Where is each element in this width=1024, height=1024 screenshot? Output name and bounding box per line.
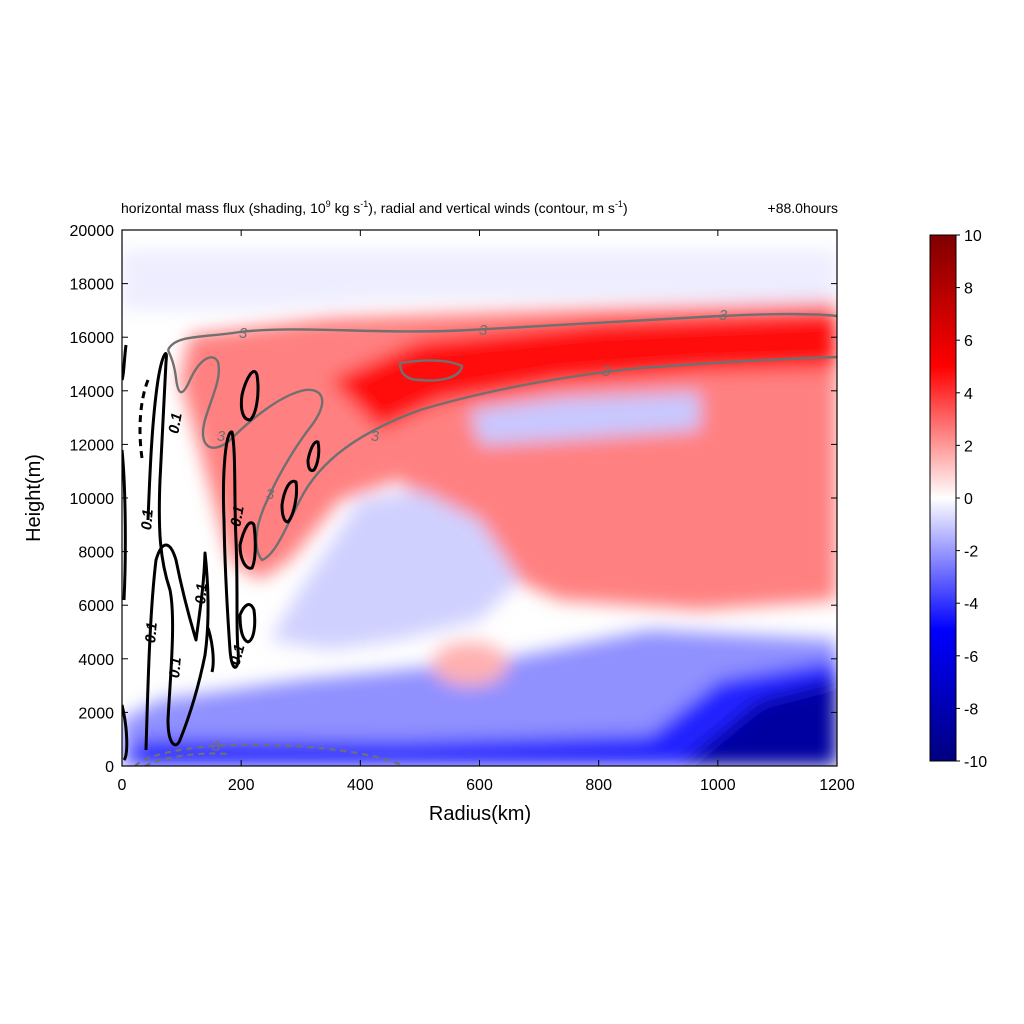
y-tick-label: 2000 [78, 705, 114, 722]
colorbar-ticks: 10 8 6 4 2 0 -2 -4 -6 -8 -10 [956, 228, 987, 771]
x-tick-label: 0 [118, 777, 127, 794]
radial-wind-contour-cell [398, 359, 464, 382]
plot-area [122, 230, 837, 766]
radial-contour-label: 3 [602, 363, 611, 380]
colorbar-tick-label: 2 [964, 438, 973, 455]
x-tick-label: 200 [228, 777, 255, 794]
vertical-wind-contour-band2 [221, 430, 240, 669]
vertical-wind-contour-inner-low [122, 449, 127, 601]
y-tick-label: 4000 [78, 652, 114, 669]
colorbar-tick-label: 6 [964, 333, 973, 350]
radial-wind-contours [166, 312, 837, 562]
vertical-wind-contours [122, 344, 321, 761]
vertical-contour-label: 0.1 [192, 582, 211, 604]
y-tick-label: 16000 [70, 330, 115, 347]
colorbar-tick-label: 10 [964, 228, 982, 245]
colorbar-tick-label: -4 [964, 596, 978, 613]
colorbar-tick-label: -2 [964, 544, 978, 561]
colorbar-tick-label: 4 [964, 386, 973, 403]
vertical-contour-label: 0.1 [138, 508, 157, 530]
vertical-wind-contour-cell4 [306, 440, 321, 472]
y-axis: 0 2000 4000 6000 8000 10000 12000 14000 16000 180… [70, 223, 837, 776]
x-tick-label: 600 [466, 777, 493, 794]
shading-upper-weak-inflow [122, 250, 837, 310]
radial-contour-label: 3 [266, 486, 275, 503]
y-tick-label: 14000 [70, 384, 115, 401]
radial-contour-label: 3 [217, 428, 226, 445]
time-label: +88.0hours [768, 200, 838, 216]
contour-labels: 3 3 3 3 3 3 3 3 0.1 0.1 0.1 0.1 0.1 0.1 … [138, 307, 728, 755]
radial-wind-contour-boundary-layer [134, 743, 406, 766]
y-tick-label: 0 [105, 759, 114, 776]
vertical-wind-contour-eyewall [144, 352, 210, 751]
shading-small-outflow-cell [432, 642, 508, 686]
x-tick-label: 1200 [819, 777, 855, 794]
y-tick-label: 8000 [78, 545, 114, 562]
x-axis: 0 200 400 600 800 1000 1200 [118, 230, 855, 794]
shading-field [122, 250, 837, 766]
vertical-wind-contour-band3 [206, 627, 215, 673]
colorbar-tick-label: 8 [964, 281, 973, 298]
x-tick-label: 800 [585, 777, 612, 794]
vertical-wind-contour-cell3 [280, 479, 298, 524]
vertical-wind-contours-negative [138, 379, 150, 459]
y-tick-label: 12000 [70, 437, 115, 454]
shading-boundary-layer-inflow [122, 660, 837, 766]
x-tick-label: 400 [347, 777, 374, 794]
vertical-wind-contour-cell1 [239, 370, 260, 422]
shading-upper-weak-inflow-strip [470, 392, 700, 445]
colorbar-tick-label: 0 [964, 491, 973, 508]
radial-contour-label: 3 [479, 322, 488, 339]
y-axis-label: Height(m) [23, 454, 45, 542]
radial-contour-label: 3 [239, 325, 248, 342]
vertical-wind-contour-inner-bottom [122, 704, 129, 761]
colorbar: 10 8 6 4 2 0 -2 -4 -6 -8 -10 [929, 228, 987, 771]
vertical-contour-label: 0.1 [227, 643, 249, 668]
vertical-contour-label: 0.1 [227, 504, 247, 527]
radial-wind-contour-top [166, 312, 837, 351]
colorbar-tick-label: -10 [964, 754, 987, 771]
shading-mid-inflow [270, 490, 520, 650]
radial-wind-contour-main [166, 349, 837, 562]
x-tick-label: 1000 [700, 777, 736, 794]
radial-contour-label: 3 [719, 307, 728, 324]
vertical-wind-contour-downdraft [138, 379, 150, 459]
radial-contour-label: 3 [371, 428, 380, 445]
vertical-contour-label: 0.1 [142, 621, 161, 643]
chart-title: horizontal mass flux (shading, 109 kg s-… [121, 199, 628, 216]
shading-upper-outflow [330, 312, 837, 430]
radial-wind-contour-boundary-layer-inner [144, 752, 231, 766]
shading-boundary-layer-core [680, 680, 837, 766]
vertical-wind-contour-cell2 [238, 521, 257, 570]
radial-wind-contours-negative [134, 743, 406, 766]
y-tick-label: 6000 [78, 598, 114, 615]
vertical-contour-label: 0.1 [166, 656, 185, 678]
y-tick-label: 18000 [70, 277, 115, 294]
y-tick-label: 20000 [70, 223, 115, 240]
y-tick-label: 10000 [70, 491, 115, 508]
x-axis-label: Radius(km) [429, 803, 531, 825]
vertical-wind-contour-cell5 [238, 603, 257, 644]
radial-contour-label: 3 [212, 738, 221, 755]
colorbar-gradient [929, 234, 957, 762]
vertical-contour-label: 0.1 [165, 411, 185, 434]
colorbar-tick-label: -6 [964, 649, 978, 666]
colorbar-tick-label: -8 [964, 701, 978, 718]
